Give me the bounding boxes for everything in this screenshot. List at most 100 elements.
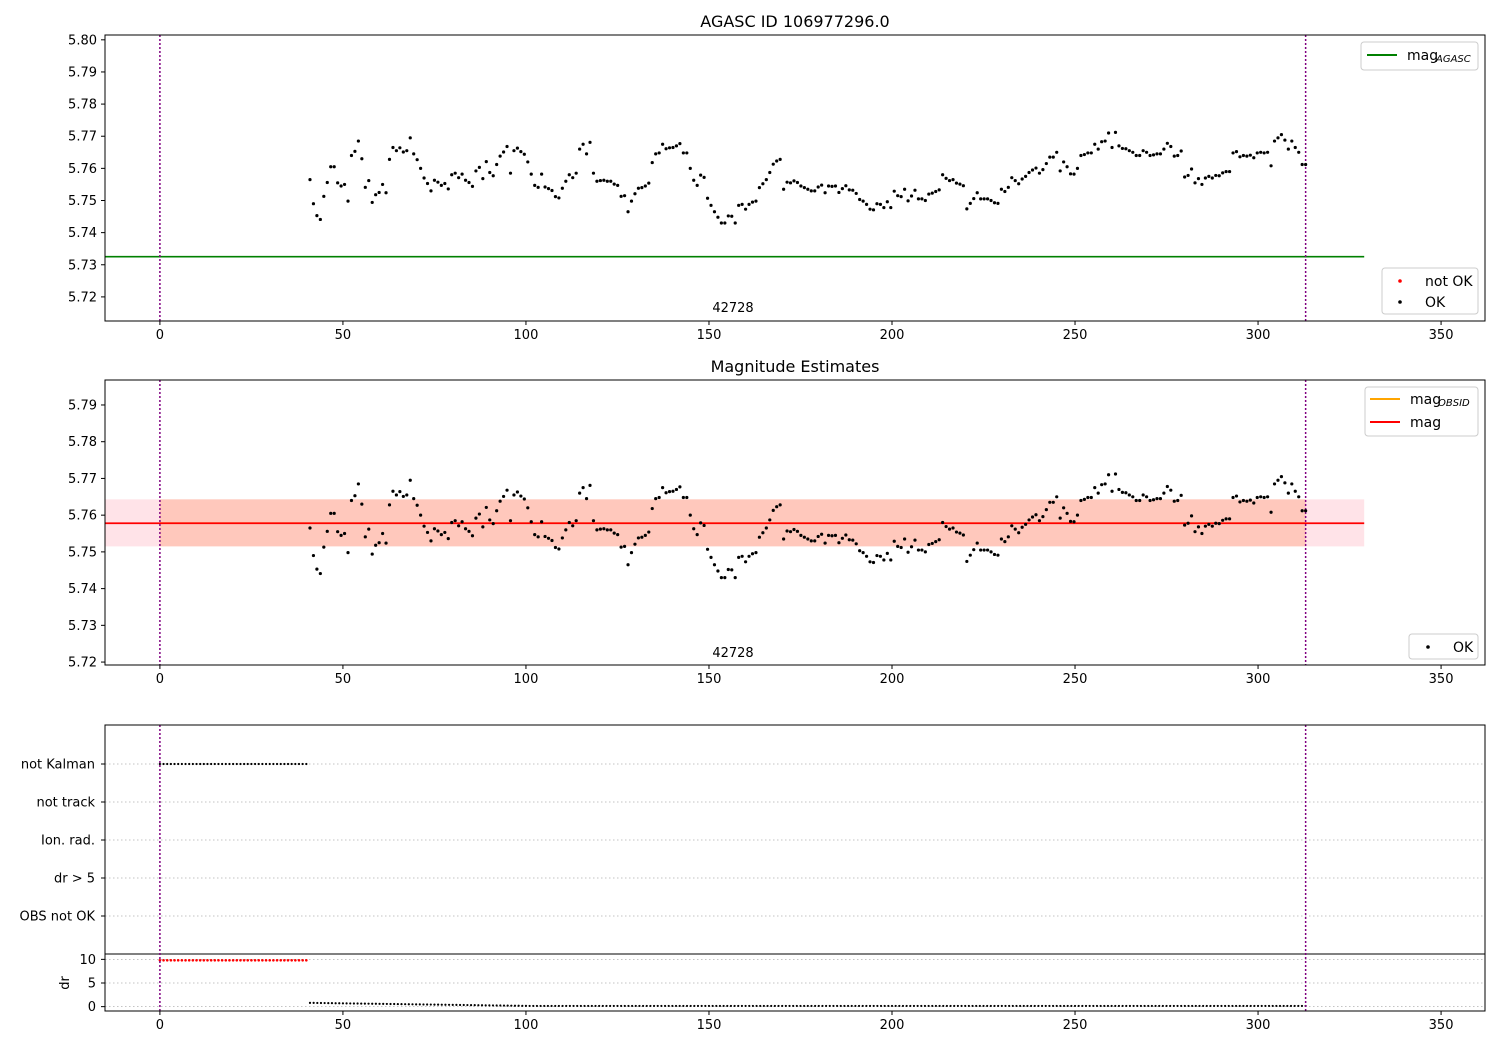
data-point-ok: [1255, 151, 1259, 155]
data-point-ok: [505, 488, 509, 492]
dr-point-ok: [590, 1004, 593, 1008]
x-tick-label: 350: [1429, 1018, 1454, 1033]
dr-point-ok: [583, 1004, 586, 1008]
flag-label: dr > 5: [54, 872, 95, 887]
dr-point-not-ok: [217, 959, 220, 962]
flag-point-not-kalman: [228, 762, 231, 766]
y-tick-label: 5.78: [68, 435, 97, 450]
data-point-ok: [754, 199, 758, 203]
data-point-ok: [864, 202, 869, 206]
data-point-ok: [481, 525, 485, 529]
dr-axis-label: dr: [58, 976, 73, 990]
data-point-ok: [1290, 482, 1294, 486]
data-point-ok: [692, 527, 696, 531]
data-point-ok: [982, 548, 986, 552]
dr-point-ok: [422, 1003, 425, 1006]
dr-point-ok: [726, 1004, 729, 1008]
data-point-ok: [467, 180, 471, 185]
dr-point-ok: [407, 1003, 410, 1006]
dr-point-ok: [835, 1004, 839, 1008]
dr-point-ok: [905, 1004, 908, 1008]
flag-point-not-kalman: [232, 762, 235, 766]
data-point-ok: [564, 179, 568, 183]
data-point-ok: [799, 533, 803, 537]
dr-point-ok: [912, 1004, 916, 1008]
y-tick-label: 5.74: [68, 582, 97, 597]
dr-point-not-ok: [272, 959, 275, 962]
data-point-ok: [941, 520, 945, 525]
data-point-ok: [484, 160, 488, 164]
data-point-ok: [1048, 155, 1052, 159]
data-point-ok: [996, 553, 1000, 557]
dr-point-ok: [469, 1004, 473, 1007]
data-point-ok: [453, 171, 457, 175]
dr-point-ok: [1202, 1004, 1205, 1008]
x-tick-label: 200: [880, 1018, 905, 1033]
data-point-ok: [363, 185, 367, 189]
dr-point-ok: [1051, 1004, 1055, 1008]
dr-point-ok: [616, 1004, 619, 1008]
data-point-ok: [1024, 522, 1028, 526]
dr-point-ok: [565, 1004, 568, 1008]
data-point-ok: [927, 542, 931, 547]
data-point-ok: [650, 506, 654, 511]
data-point-ok: [1214, 173, 1218, 178]
dr-point-ok: [1019, 1004, 1022, 1008]
dr-point-ok: [971, 1004, 974, 1008]
dr-point-ok: [1293, 1004, 1296, 1008]
dr-point-ok: [660, 1004, 663, 1008]
data-point-ok: [792, 527, 796, 532]
dr-point-ok: [1264, 1004, 1267, 1008]
dr-point-ok: [462, 1003, 465, 1007]
dr-point-ok: [356, 1002, 359, 1005]
data-point-ok: [747, 554, 751, 558]
data-point-ok: [871, 208, 876, 212]
dr-point-ok: [949, 1004, 952, 1008]
dr-point-ok: [894, 1004, 897, 1008]
dr-point-ok: [316, 1001, 319, 1005]
data-point-ok: [979, 197, 983, 201]
dr-point-not-ok: [242, 959, 246, 962]
data-point-ok: [1176, 498, 1180, 503]
data-point-ok: [913, 538, 917, 542]
data-point-ok: [1231, 151, 1235, 155]
dr-point-ok: [700, 1004, 703, 1008]
data-point-ok: [1051, 155, 1055, 159]
data-point-ok: [519, 494, 523, 498]
data-point-ok: [643, 184, 647, 188]
flag-point-not-kalman: [213, 762, 216, 766]
panel2-legend-points: OK: [1408, 633, 1479, 660]
x-tick-label: 350: [1429, 672, 1454, 687]
data-point-ok: [747, 202, 751, 206]
data-point-ok: [833, 184, 838, 188]
x-tick-label: 50: [335, 328, 352, 343]
dr-point-ok: [1040, 1004, 1044, 1008]
dr-point-ok: [1238, 1004, 1241, 1008]
dr-point-ok: [909, 1004, 912, 1008]
data-point-ok: [1304, 509, 1308, 513]
data-point-ok: [1141, 493, 1145, 497]
data-point-ok: [1179, 149, 1183, 153]
dr-point-ok: [1011, 1004, 1014, 1008]
dr-point-ok: [872, 1004, 875, 1008]
dr-point-ok: [1271, 1004, 1274, 1008]
data-point-ok: [782, 537, 786, 541]
data-point-ok: [495, 162, 499, 167]
data-point-ok: [342, 182, 347, 187]
dr-point-ok: [550, 1004, 553, 1008]
dr-point-ok: [1117, 1004, 1121, 1008]
dr-point-ok: [964, 1004, 967, 1008]
dr-point-not-ok: [257, 959, 261, 962]
data-point-ok: [1145, 495, 1149, 499]
data-point-ok: [567, 520, 571, 525]
x-tick-label: 150: [697, 672, 722, 687]
flag-label: not track: [36, 796, 95, 811]
data-point-ok: [1207, 522, 1211, 526]
dr-point-ok: [1004, 1004, 1007, 1008]
dr-point-ok: [781, 1004, 784, 1008]
dr-point-ok: [861, 1004, 864, 1008]
data-point-ok: [681, 151, 685, 155]
dr-point-ok: [426, 1003, 429, 1006]
dr-point-not-ok: [169, 959, 173, 962]
flag-point-not-kalman: [279, 762, 282, 766]
